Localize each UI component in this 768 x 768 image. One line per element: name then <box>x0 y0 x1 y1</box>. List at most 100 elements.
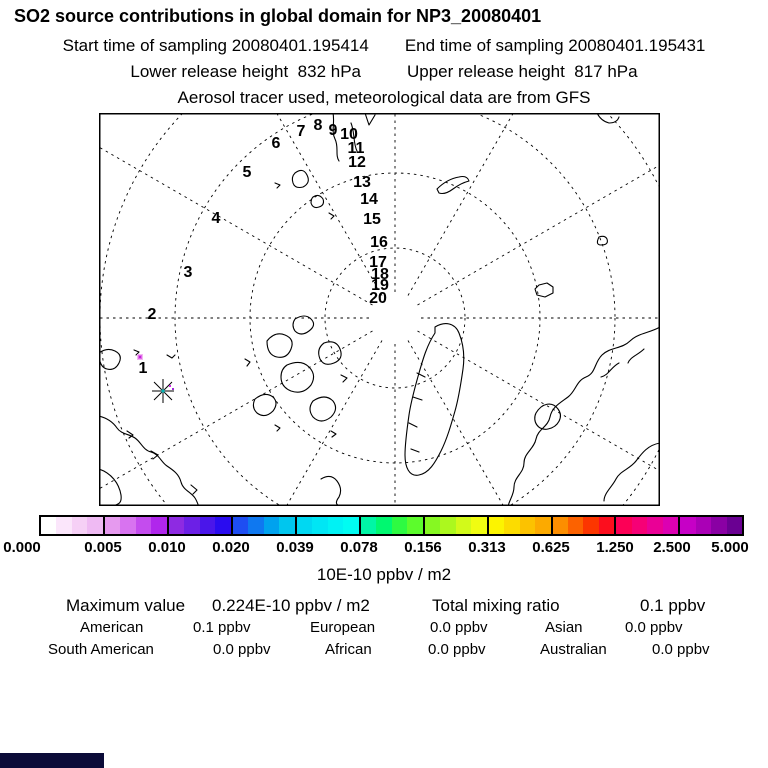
region-value: 0.0 ppbv <box>428 641 486 658</box>
colorbar-cell <box>215 517 231 534</box>
colorbar-cell <box>87 517 103 534</box>
maximum-value: 0.224E-10 ppbv / m2 <box>212 596 370 615</box>
colorbar-cell <box>376 517 392 534</box>
trajectory-point-18: 18 <box>371 266 389 283</box>
colorbar-cell <box>263 517 280 534</box>
trajectory-point-7: 7 <box>297 123 306 140</box>
figure-title: SO2 source contributions in global domai… <box>14 6 542 26</box>
colorbar-cell <box>279 517 295 534</box>
colorbar-cell <box>391 517 408 534</box>
trajectory-point-3: 3 <box>184 264 193 281</box>
colorbar-cell <box>135 517 152 534</box>
colorbar-cell <box>407 517 423 534</box>
region-name: African <box>325 641 372 658</box>
plume-pixel <box>161 389 165 393</box>
colorbar-cell <box>312 517 328 534</box>
colorbar-cell <box>647 517 663 534</box>
colorbar-tick-label: 0.625 <box>532 539 570 556</box>
colorbar-tick-label: 0.078 <box>340 539 378 556</box>
colorbar-cell <box>358 517 377 534</box>
colorbar-cell <box>422 517 441 534</box>
colorbar-tick-label: 0.005 <box>84 539 122 556</box>
trajectory-point-11: 11 <box>348 140 365 157</box>
trajectory-point-17: 17 <box>369 254 387 271</box>
trajectory-point-5: 5 <box>243 164 252 181</box>
meridian-line <box>285 340 383 506</box>
colorbar-cell <box>711 517 727 534</box>
colorbar-cell <box>455 517 472 534</box>
trajectory-point-6: 6 <box>272 135 281 152</box>
meridian-line <box>417 164 660 306</box>
colorbar-cell <box>41 517 57 534</box>
trajectory-point-4: 4 <box>212 210 221 227</box>
colorbar-cell <box>56 517 72 534</box>
meridian-line <box>276 113 383 296</box>
colorbar-cell <box>343 517 359 534</box>
trajectory-point-15: 15 <box>363 211 381 228</box>
colorbar-cell <box>151 517 167 534</box>
meridian-line <box>99 146 373 306</box>
colorbar-tick-label: 0.010 <box>148 539 186 556</box>
colorbar-cell <box>519 517 536 534</box>
meridian-line <box>99 330 373 490</box>
colorbar-cell <box>486 517 505 534</box>
colorbar-cell <box>102 517 121 534</box>
colorbar-cell <box>504 517 520 534</box>
end-time-text: End time of sampling 20080401.195431 <box>404 36 706 55</box>
trajectory-point-13: 13 <box>353 174 371 191</box>
footer-bar <box>0 753 104 768</box>
colorbar-tick-label: 0.039 <box>276 539 314 556</box>
trajectory-point-12: 12 <box>348 154 366 171</box>
trajectory-point-9: 9 <box>329 122 338 139</box>
region-name: European <box>310 619 376 636</box>
trajectory-point-19: 19 <box>371 277 389 294</box>
meridian-line <box>407 340 505 506</box>
colorbar-tick-label: 5.000 <box>711 539 749 556</box>
colorbar-cell <box>71 517 88 534</box>
maximum-label: Maximum value <box>66 596 186 615</box>
plume-pixel <box>169 385 171 387</box>
region-name: South American <box>48 641 154 658</box>
colorbar-cell <box>230 517 249 534</box>
meteo-line: Aerosol tracer used, meteorological data… <box>0 88 768 108</box>
colorbar-cell <box>327 517 344 534</box>
plume-pixel <box>172 388 174 390</box>
lower-release-text: Lower release height 832 hPa <box>130 62 361 81</box>
colorbar <box>39 515 744 536</box>
trajectory-point-2: 2 <box>148 306 157 323</box>
colorbar-tick-label: 0.156 <box>404 539 442 556</box>
meridian-line <box>407 113 514 296</box>
start-time-text: Start time of sampling 20080401.195414 <box>62 36 369 55</box>
colorbar-cell <box>166 517 185 534</box>
colorbar-tick-label: 1.250 <box>596 539 634 556</box>
region-name: Australian <box>540 641 607 658</box>
region-value: 0.0 ppbv <box>652 641 710 658</box>
region-name: Asian <box>545 619 583 636</box>
colorbar-cell <box>199 517 216 534</box>
trajectory-point-10: 10 <box>340 126 358 143</box>
colorbar-cell <box>695 517 712 534</box>
region-value: 0.0 ppbv <box>625 619 683 636</box>
trajectory-point-8: 8 <box>314 117 323 134</box>
colorbar-cell <box>678 517 696 534</box>
colorbar-cell <box>248 517 264 534</box>
plume-pixel <box>139 356 141 358</box>
trajectory-point-14: 14 <box>360 191 378 208</box>
map-frame <box>99 113 660 506</box>
colorbar-cell <box>535 517 551 534</box>
meteo-text: Aerosol tracer used, meteorological data… <box>177 88 591 107</box>
colorbar-cell <box>550 517 568 534</box>
region-value: 0.1 ppbv <box>193 619 251 636</box>
colorbar-cell <box>726 517 743 534</box>
colorbar-cell <box>471 517 487 534</box>
colorbar-cell <box>662 517 679 534</box>
colorbar-cell <box>583 517 599 534</box>
sampling-time-line: Start time of sampling 20080401.195414 E… <box>0 36 768 56</box>
region-name: American <box>80 619 144 636</box>
colorbar-cell <box>598 517 615 534</box>
total-mixing-label: Total mixing ratio <box>432 596 560 615</box>
colorbar-tick-label: 2.500 <box>653 539 691 556</box>
